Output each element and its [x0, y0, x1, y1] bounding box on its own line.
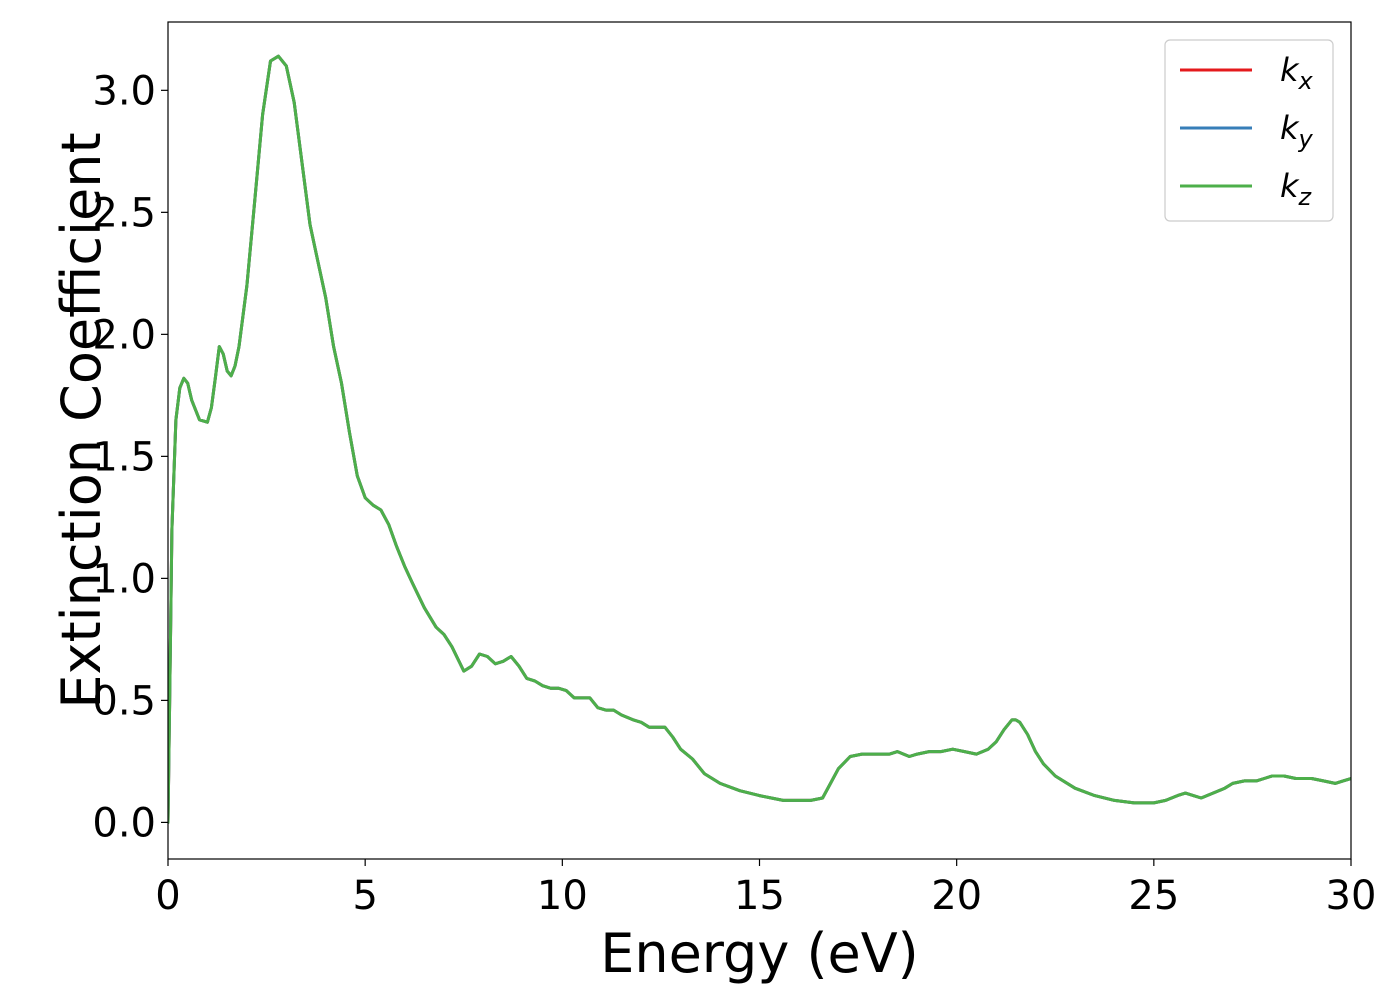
y-tick-label: 1.0: [92, 556, 156, 602]
x-tick-label: 15: [734, 873, 785, 919]
legend-entry: kz: [1180, 167, 1313, 211]
legend-entry: kx: [1180, 51, 1314, 95]
y-tick-label: 2.5: [92, 190, 156, 236]
x-axis: 0 5 10 15 20 25 30: [155, 859, 1376, 919]
y-axis: 0.0 0.5 1.0 1.5 2.0 2.5 3.0: [92, 68, 168, 846]
legend: kx ky kz: [1164, 39, 1334, 222]
x-tick-label: 5: [352, 873, 377, 919]
x-tick-label: 25: [1128, 873, 1179, 919]
x-axis-title: Energy (eV): [600, 922, 919, 985]
y-tick-label: 1.5: [92, 434, 156, 480]
x-tick-label: 20: [931, 873, 982, 919]
y-tick-label: 0.0: [92, 800, 156, 846]
x-tick-label: 0: [155, 873, 180, 919]
series-line-k-z: [168, 54, 1351, 824]
legend-label: kx: [1280, 51, 1314, 95]
y-tick-label: 3.0: [92, 68, 156, 114]
y-axis-title: Extinction Coefficient: [50, 132, 113, 708]
plot-area: [168, 22, 1351, 859]
y-tick-label: 2.0: [92, 312, 156, 358]
x-tick-label: 30: [1326, 873, 1377, 919]
legend-box: [1164, 39, 1334, 222]
legend-label: kz: [1280, 167, 1313, 211]
legend-entry: ky: [1180, 109, 1314, 153]
legend-label: ky: [1280, 109, 1314, 153]
series-layer: [168, 54, 1351, 824]
x-tick-label: 10: [537, 873, 588, 919]
y-tick-label: 0.5: [92, 678, 156, 724]
